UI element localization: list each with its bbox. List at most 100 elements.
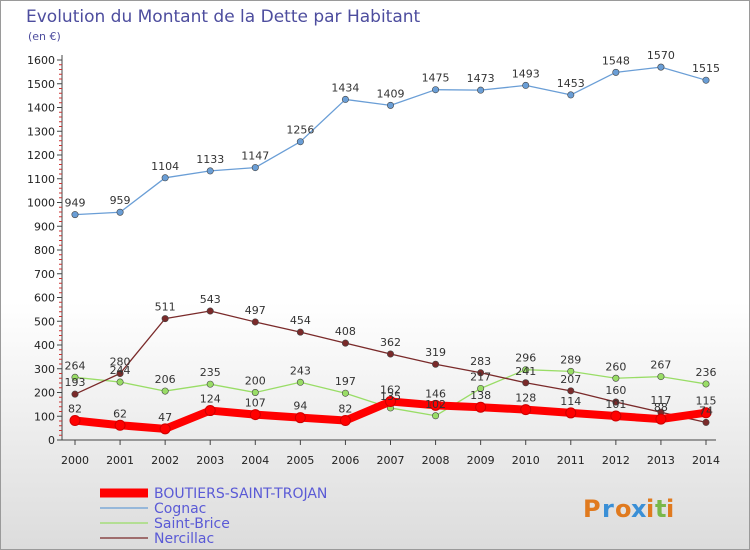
data-point — [296, 328, 304, 336]
data-label: 146 — [425, 387, 446, 400]
data-point — [522, 379, 530, 387]
data-point — [432, 412, 440, 420]
data-label: 1434 — [331, 81, 359, 94]
data-label: 289 — [560, 353, 581, 366]
data-point — [520, 404, 532, 416]
data-label: 117 — [650, 394, 671, 407]
data-point — [116, 378, 124, 386]
data-label: 949 — [65, 197, 86, 210]
data-label: 236 — [696, 366, 717, 379]
data-point — [477, 86, 485, 94]
data-point — [432, 360, 440, 368]
data-point — [567, 387, 575, 395]
data-label: 102 — [425, 398, 446, 411]
data-label: 241 — [515, 365, 536, 378]
data-point — [386, 350, 394, 358]
data-point — [385, 396, 396, 408]
data-label: 94 — [293, 400, 307, 413]
x-tick-label: 2000 — [61, 454, 89, 467]
y-tick-label: 1400 — [27, 102, 55, 115]
data-point — [116, 369, 124, 377]
logo-letter: r — [602, 495, 614, 523]
data-point — [702, 380, 710, 388]
data-label: 160 — [605, 384, 626, 397]
y-tick-label: 1000 — [27, 197, 55, 210]
y-tick-label: 500 — [34, 315, 55, 328]
data-point — [657, 373, 665, 381]
data-point — [567, 91, 575, 99]
data-label: 1493 — [512, 67, 540, 80]
data-point — [294, 412, 306, 424]
data-point — [610, 410, 622, 422]
data-label: 497 — [245, 304, 266, 317]
data-label: 138 — [470, 389, 491, 402]
data-point — [296, 378, 304, 386]
data-point — [565, 407, 577, 419]
y-tick-label: 1300 — [27, 125, 55, 138]
x-tick-label: 2008 — [422, 454, 450, 467]
data-point — [655, 413, 667, 425]
data-point — [567, 367, 575, 375]
x-tick-label: 2014 — [692, 454, 720, 467]
data-label: 1548 — [602, 54, 630, 67]
chart-subtitle: (en €) — [28, 30, 61, 43]
data-point — [161, 174, 169, 182]
data-label: 82 — [338, 403, 352, 416]
data-label: 296 — [515, 352, 536, 365]
logo-letter: P — [583, 495, 601, 523]
data-label: 47 — [158, 411, 172, 424]
data-label: 1256 — [286, 124, 314, 137]
data-label: 193 — [65, 376, 86, 389]
data-point — [702, 76, 710, 84]
x-tick-label: 2002 — [151, 454, 179, 467]
y-tick-label: 1200 — [27, 149, 55, 162]
axes: 0 100 200 300 400 500 600 700 800 900 1000 1100 1200… — [27, 54, 720, 467]
data-label: 454 — [290, 314, 311, 327]
x-tick-label: 2001 — [106, 454, 134, 467]
data-label: 244 — [110, 364, 131, 377]
data-point — [204, 405, 216, 417]
data-point — [522, 366, 530, 374]
data-point — [477, 384, 485, 392]
data-label: 207 — [560, 373, 581, 386]
data-label: 280 — [110, 356, 131, 369]
x-tick-label: 2011 — [557, 454, 585, 467]
data-point — [612, 374, 620, 382]
y-tick-label: 300 — [34, 363, 55, 376]
data-label: 135 — [380, 390, 401, 403]
data-label: 959 — [110, 194, 131, 207]
logo-letter: o — [615, 495, 632, 523]
legend-label: BOUTIERS-SAINT-TROJAN — [154, 486, 327, 502]
data-label: 128 — [515, 392, 536, 405]
data-point — [161, 315, 169, 323]
data-point — [296, 138, 304, 146]
y-tick-label: 100 — [34, 410, 55, 423]
x-tick-label: 2012 — [602, 454, 630, 467]
data-point — [206, 380, 214, 388]
data-point — [206, 307, 214, 315]
data-label: 1104 — [151, 160, 179, 173]
data-point — [71, 211, 79, 219]
data-label: 511 — [155, 301, 176, 314]
data-point — [612, 68, 620, 76]
data-labels: 949 959 1104 1133 1147 1256 1434 1409 1475 1473 14… — [65, 49, 721, 424]
data-label: 115 — [696, 395, 717, 408]
data-point — [430, 399, 442, 411]
x-tick-label: 2009 — [467, 454, 495, 467]
data-point — [432, 86, 440, 94]
data-label: 88 — [654, 401, 668, 414]
y-tick-label: 800 — [34, 244, 55, 257]
data-label: 200 — [245, 375, 266, 388]
y-tick-label: 200 — [34, 387, 55, 400]
data-point — [341, 389, 349, 397]
data-point — [612, 398, 620, 406]
data-label: 62 — [113, 407, 127, 420]
data-label: 408 — [335, 325, 356, 338]
data-label: 1409 — [377, 87, 405, 100]
data-point — [477, 369, 485, 377]
data-label: 217 — [470, 370, 491, 383]
logo-letter: t — [655, 495, 666, 523]
data-label: 114 — [560, 395, 581, 408]
data-point — [159, 423, 171, 435]
